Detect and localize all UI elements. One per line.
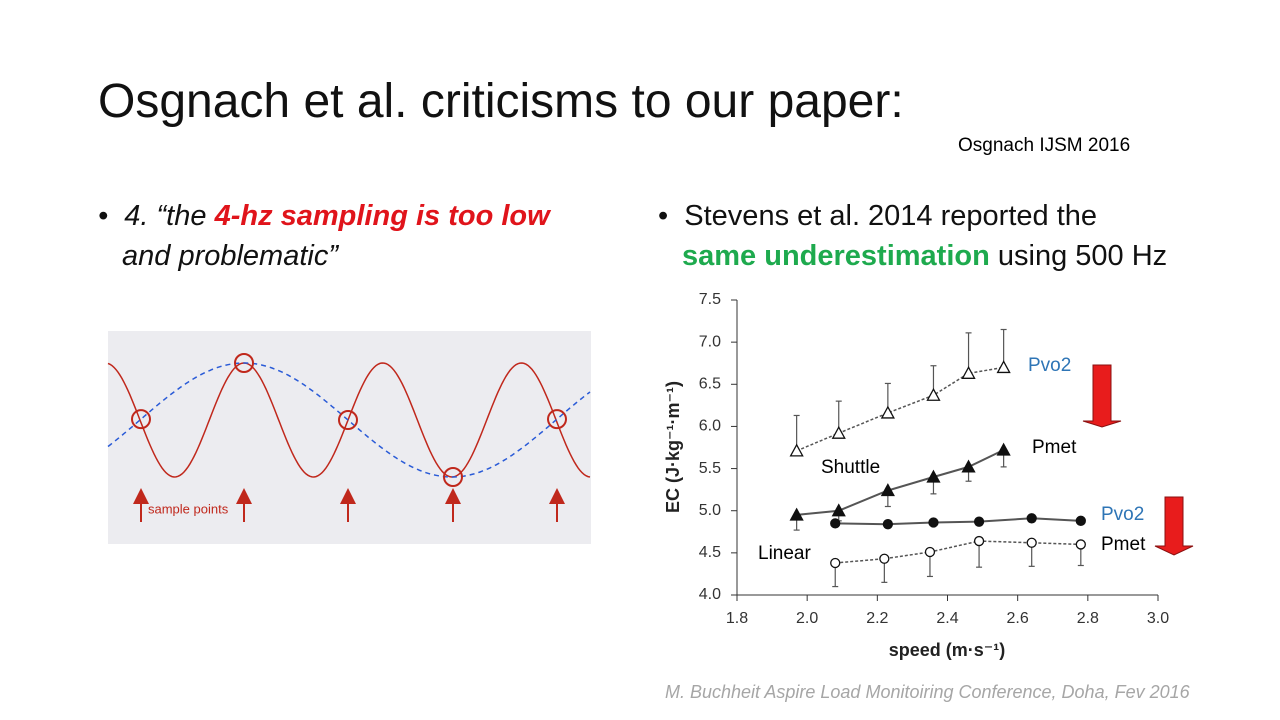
sample-circle	[234, 353, 254, 373]
sample-label: sample points	[148, 501, 229, 516]
group-label: Linear	[758, 543, 811, 564]
bullet-text: and problematic”	[122, 240, 338, 272]
data-point	[1026, 513, 1037, 524]
y-axis-label: EC (J·kg⁻¹·m⁻¹)	[663, 381, 683, 513]
data-point	[879, 553, 890, 564]
data-point	[880, 483, 895, 497]
x-tick-label: 2.6	[1007, 610, 1029, 627]
sample-circle	[131, 409, 151, 430]
x-tick-label: 2.2	[866, 610, 888, 627]
data-point	[831, 425, 846, 439]
bullet-highlight: 4-hz sampling is too low	[214, 200, 550, 232]
data-point	[961, 459, 976, 473]
bullet-dot: •	[658, 200, 685, 232]
data-point	[996, 360, 1011, 374]
data-point	[789, 507, 804, 521]
series-line	[835, 517, 1081, 526]
y-tick-label: 6.5	[699, 376, 721, 393]
y-tick-label: 5.0	[699, 502, 721, 519]
series-label: Pmet	[1101, 534, 1146, 555]
aliased-wave	[107, 362, 591, 478]
data-point	[996, 442, 1011, 456]
data-point	[882, 519, 894, 530]
group-label: Shuttle	[821, 457, 880, 478]
x-axis-label: speed (m·s⁻¹)	[889, 640, 1006, 660]
bullet-text: 4. “the	[124, 200, 215, 232]
chart: 4.0 4.5 5.0 5.5 6.0 6.5 7.0 7.5 1.8 2.0 2.2 2.4 2.6 2…	[663, 291, 1169, 660]
sample-circle	[338, 410, 358, 430]
bullet-highlight: same underestimation	[682, 240, 990, 272]
series-line	[796, 449, 1005, 516]
series-label: Pvo2	[1101, 504, 1144, 525]
data-point	[1026, 537, 1037, 548]
x-tick-label: 2.0	[796, 610, 818, 627]
sampling-waves	[107, 353, 591, 522]
sample-circle	[443, 466, 463, 487]
series-line	[835, 540, 1081, 564]
right-bullet: • Stevens et al. 2014 reported the same …	[658, 196, 1167, 276]
bullet-text: using 500 Hz	[997, 240, 1168, 272]
data-point	[789, 443, 804, 457]
data-point	[973, 535, 985, 547]
y-tick-label: 6.0	[699, 418, 721, 435]
data-point	[1075, 515, 1086, 526]
data-point	[926, 469, 941, 483]
data-point	[926, 387, 941, 401]
sampling-panel	[108, 331, 591, 544]
data-point	[973, 516, 985, 527]
down-arrow	[1082, 364, 1122, 428]
down-arrow	[1154, 496, 1194, 556]
bullet-text: Stevens et al. 2014 reported the	[684, 200, 1098, 232]
y-tick-label: 4.5	[699, 544, 721, 561]
data-point	[928, 517, 939, 528]
y-tick-label: 7.0	[699, 333, 721, 350]
citation: Osgnach IJSM 2016	[958, 135, 1131, 156]
bullet-dot: •	[98, 200, 125, 232]
x-tick-label: 1.8	[726, 610, 748, 627]
footer: M. Buchheit Aspire Load Monitoiring Conf…	[665, 682, 1190, 702]
x-tick-label: 2.4	[936, 610, 958, 627]
y-tick-label: 5.5	[699, 460, 721, 477]
y-tick-label: 4.0	[699, 586, 721, 603]
left-bullet: • 4. “the 4-hz sampling is too low and p…	[98, 196, 550, 276]
data-point	[924, 546, 936, 558]
data-point	[1075, 539, 1086, 550]
data-point	[880, 405, 895, 419]
x-tick-label: 2.8	[1077, 610, 1099, 627]
series-line	[796, 366, 1004, 452]
true-wave	[107, 362, 591, 478]
data-point	[830, 557, 841, 569]
sample-circle	[547, 409, 567, 430]
data-point	[831, 503, 846, 517]
data-point	[830, 518, 841, 529]
series-label: Pvo2	[1028, 355, 1071, 376]
slide-title: Osgnach et al. criticisms to our paper:	[98, 75, 904, 128]
data-point	[961, 365, 976, 379]
x-tick-label: 3.0	[1147, 610, 1169, 627]
series-label: Pmet	[1032, 437, 1077, 458]
y-tick-label: 7.5	[699, 291, 721, 308]
